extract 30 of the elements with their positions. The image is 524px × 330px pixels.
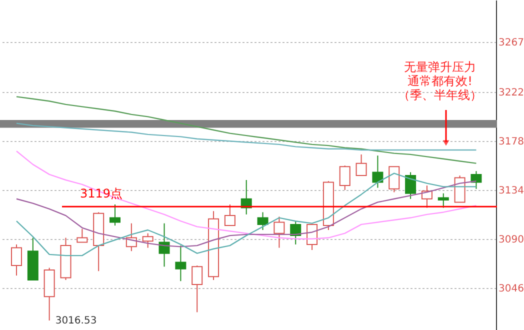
y-tick-label: 3090 — [498, 234, 524, 246]
candlestick — [192, 265, 203, 313]
annotation: （季、半年线） — [398, 88, 482, 102]
candlestick — [110, 204, 121, 226]
candlestick — [290, 220, 302, 245]
ref-line-label: 3119点 — [80, 186, 123, 201]
candlestick — [175, 245, 186, 282]
candlestick — [470, 170, 482, 190]
candlestick — [142, 232, 154, 248]
line-series — [16, 122, 477, 151]
y-tick-label: 3134 — [498, 186, 524, 196]
candlestick — [158, 222, 170, 268]
candlestick — [339, 165, 350, 190]
annotation: 3016.53 — [55, 316, 97, 327]
candlestick — [438, 192, 449, 208]
y-tick-label: 3267 — [498, 38, 524, 49]
candlestick — [224, 204, 236, 226]
candlestick — [257, 212, 268, 230]
candlestick — [388, 166, 400, 193]
candlestick — [10, 244, 22, 276]
y-tick-label: 3222 — [498, 88, 524, 99]
candlestick — [372, 155, 384, 188]
candlestick — [356, 154, 367, 176]
candlestick — [76, 228, 88, 243]
y-tick-label: 3046 — [498, 283, 524, 294]
annotation: 通常都有效! — [408, 74, 472, 88]
candlestick — [274, 216, 285, 248]
candlestick — [405, 172, 416, 200]
annotation: 无量弹升压力 — [404, 60, 476, 74]
y-tick-label: 3178 — [498, 136, 524, 148]
